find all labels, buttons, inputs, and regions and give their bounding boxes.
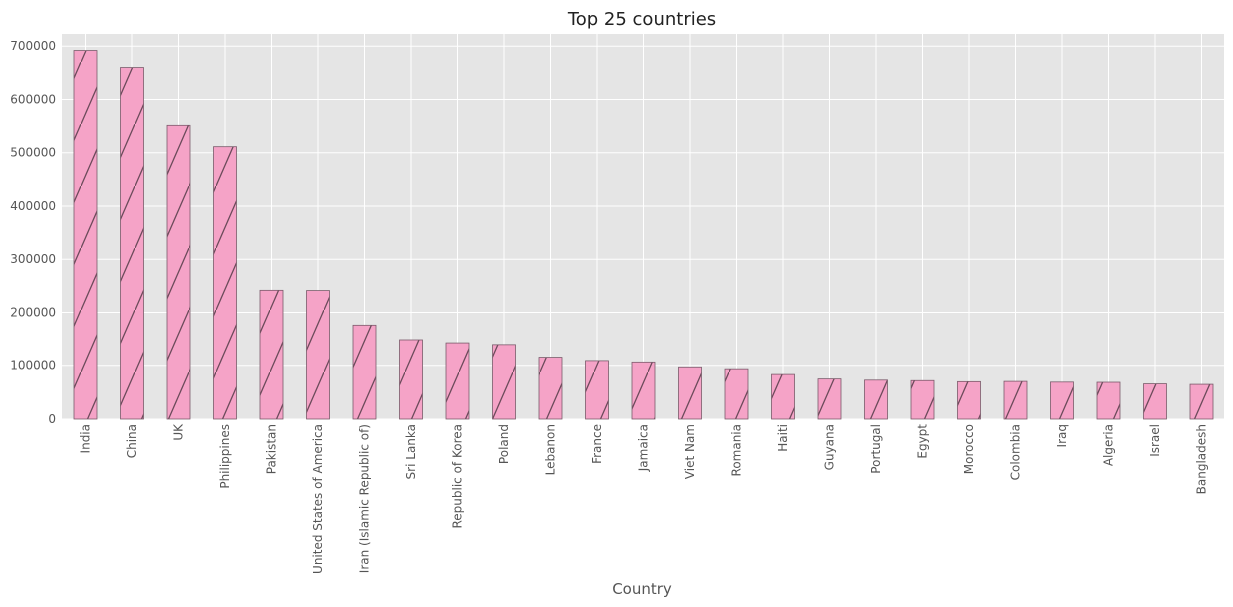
bar (120, 67, 144, 420)
x-tick-label: Bangladesh (1195, 424, 1209, 494)
x-tick-label: Algeria (1102, 424, 1116, 466)
y-tick-label: 300000 (10, 252, 56, 266)
bar-hatch (585, 360, 609, 420)
bar (492, 344, 516, 420)
x-tick-label: Israel (1148, 424, 1162, 457)
x-tick-label: UK (172, 423, 186, 441)
bar-hatch (1189, 383, 1214, 420)
bar (1189, 383, 1214, 420)
bar-hatch (817, 378, 842, 420)
y-tick-label: 0 (48, 412, 56, 426)
bar-hatch (538, 357, 563, 420)
bar-hatch (771, 373, 795, 420)
x-tick-label: Lebanon (544, 424, 558, 475)
bar (1096, 381, 1121, 420)
y-axis: 0 100000 200000 300000 400000 500000 600000 700… (10, 39, 56, 426)
x-tick-label: Portugal (869, 424, 883, 474)
x-tick-label: France (590, 424, 604, 464)
x-tick-label: Poland (497, 424, 511, 464)
bar-hatch (120, 67, 144, 420)
y-tick-label: 700000 (10, 39, 56, 53)
bar-hatch (1096, 381, 1121, 420)
bar-hatch (213, 146, 237, 420)
bar (1003, 380, 1028, 420)
bar-hatch (1050, 381, 1074, 420)
bars (73, 50, 1214, 420)
y-tick-label: 400000 (10, 199, 56, 213)
bar (73, 50, 98, 420)
bar-hatch (73, 50, 98, 420)
x-tick-label: Colombia (1009, 424, 1023, 480)
x-axis-title: Country (612, 580, 672, 598)
x-tick-label: India (79, 424, 93, 453)
bar-hatch (910, 379, 935, 420)
x-tick-label: Romania (730, 424, 744, 476)
bar-hatch (399, 339, 423, 420)
bar (910, 379, 935, 420)
bar (585, 360, 609, 420)
x-tick-label: Viet Nam (683, 424, 697, 479)
bar (259, 289, 284, 420)
bar-hatch (306, 290, 330, 420)
bar (1143, 383, 1167, 420)
bar (306, 290, 330, 420)
x-tick-label: China (125, 424, 139, 458)
bar-hatch (631, 361, 656, 420)
x-tick-label: Morocco (962, 424, 976, 474)
bar (678, 366, 702, 420)
bar (631, 361, 656, 420)
bar (213, 146, 237, 420)
y-tick-label: 100000 (10, 359, 56, 373)
bar-hatch (1143, 383, 1167, 420)
x-tick-label: Pakistan (265, 424, 279, 474)
bar-hatch (166, 124, 191, 420)
bar (166, 124, 191, 420)
chart-title: Top 25 countries (567, 9, 716, 30)
bar (724, 368, 749, 420)
x-tick-label: Haiti (776, 424, 790, 452)
x-tick-label: Republic of Korea (451, 424, 465, 529)
x-axis: India China UK Philippines Pakistan United St… (79, 423, 1209, 574)
bar-hatch (678, 366, 702, 420)
bar-hatch (259, 289, 284, 420)
bar (1050, 381, 1074, 420)
bar (957, 380, 981, 420)
bar-hatch (352, 324, 377, 420)
bar (538, 357, 563, 420)
y-tick-label: 600000 (10, 92, 56, 106)
bar (352, 324, 377, 420)
bar-hatch (445, 342, 470, 420)
y-tick-label: 200000 (10, 305, 56, 319)
y-tick-label: 500000 (10, 146, 56, 160)
bar-hatch (864, 379, 888, 420)
x-tick-label: Iraq (1055, 424, 1069, 447)
bar (864, 379, 888, 420)
bar-hatch (724, 368, 749, 420)
x-tick-label: Egypt (916, 424, 930, 459)
bar-hatch (957, 380, 981, 420)
x-tick-label: Iran (Islamic Republic of) (358, 424, 372, 573)
bar (399, 339, 423, 420)
x-tick-label: United States of America (311, 424, 325, 574)
x-tick-label: Guyana (823, 424, 837, 470)
bar-hatch (1003, 380, 1028, 420)
x-tick-label: Sri Lanka (404, 424, 418, 479)
bar-hatch (492, 344, 516, 420)
bar (445, 342, 470, 420)
bar (817, 378, 842, 420)
x-tick-label: Jamaica (637, 424, 651, 472)
bar (771, 373, 795, 420)
x-tick-label: Philippines (218, 424, 232, 489)
